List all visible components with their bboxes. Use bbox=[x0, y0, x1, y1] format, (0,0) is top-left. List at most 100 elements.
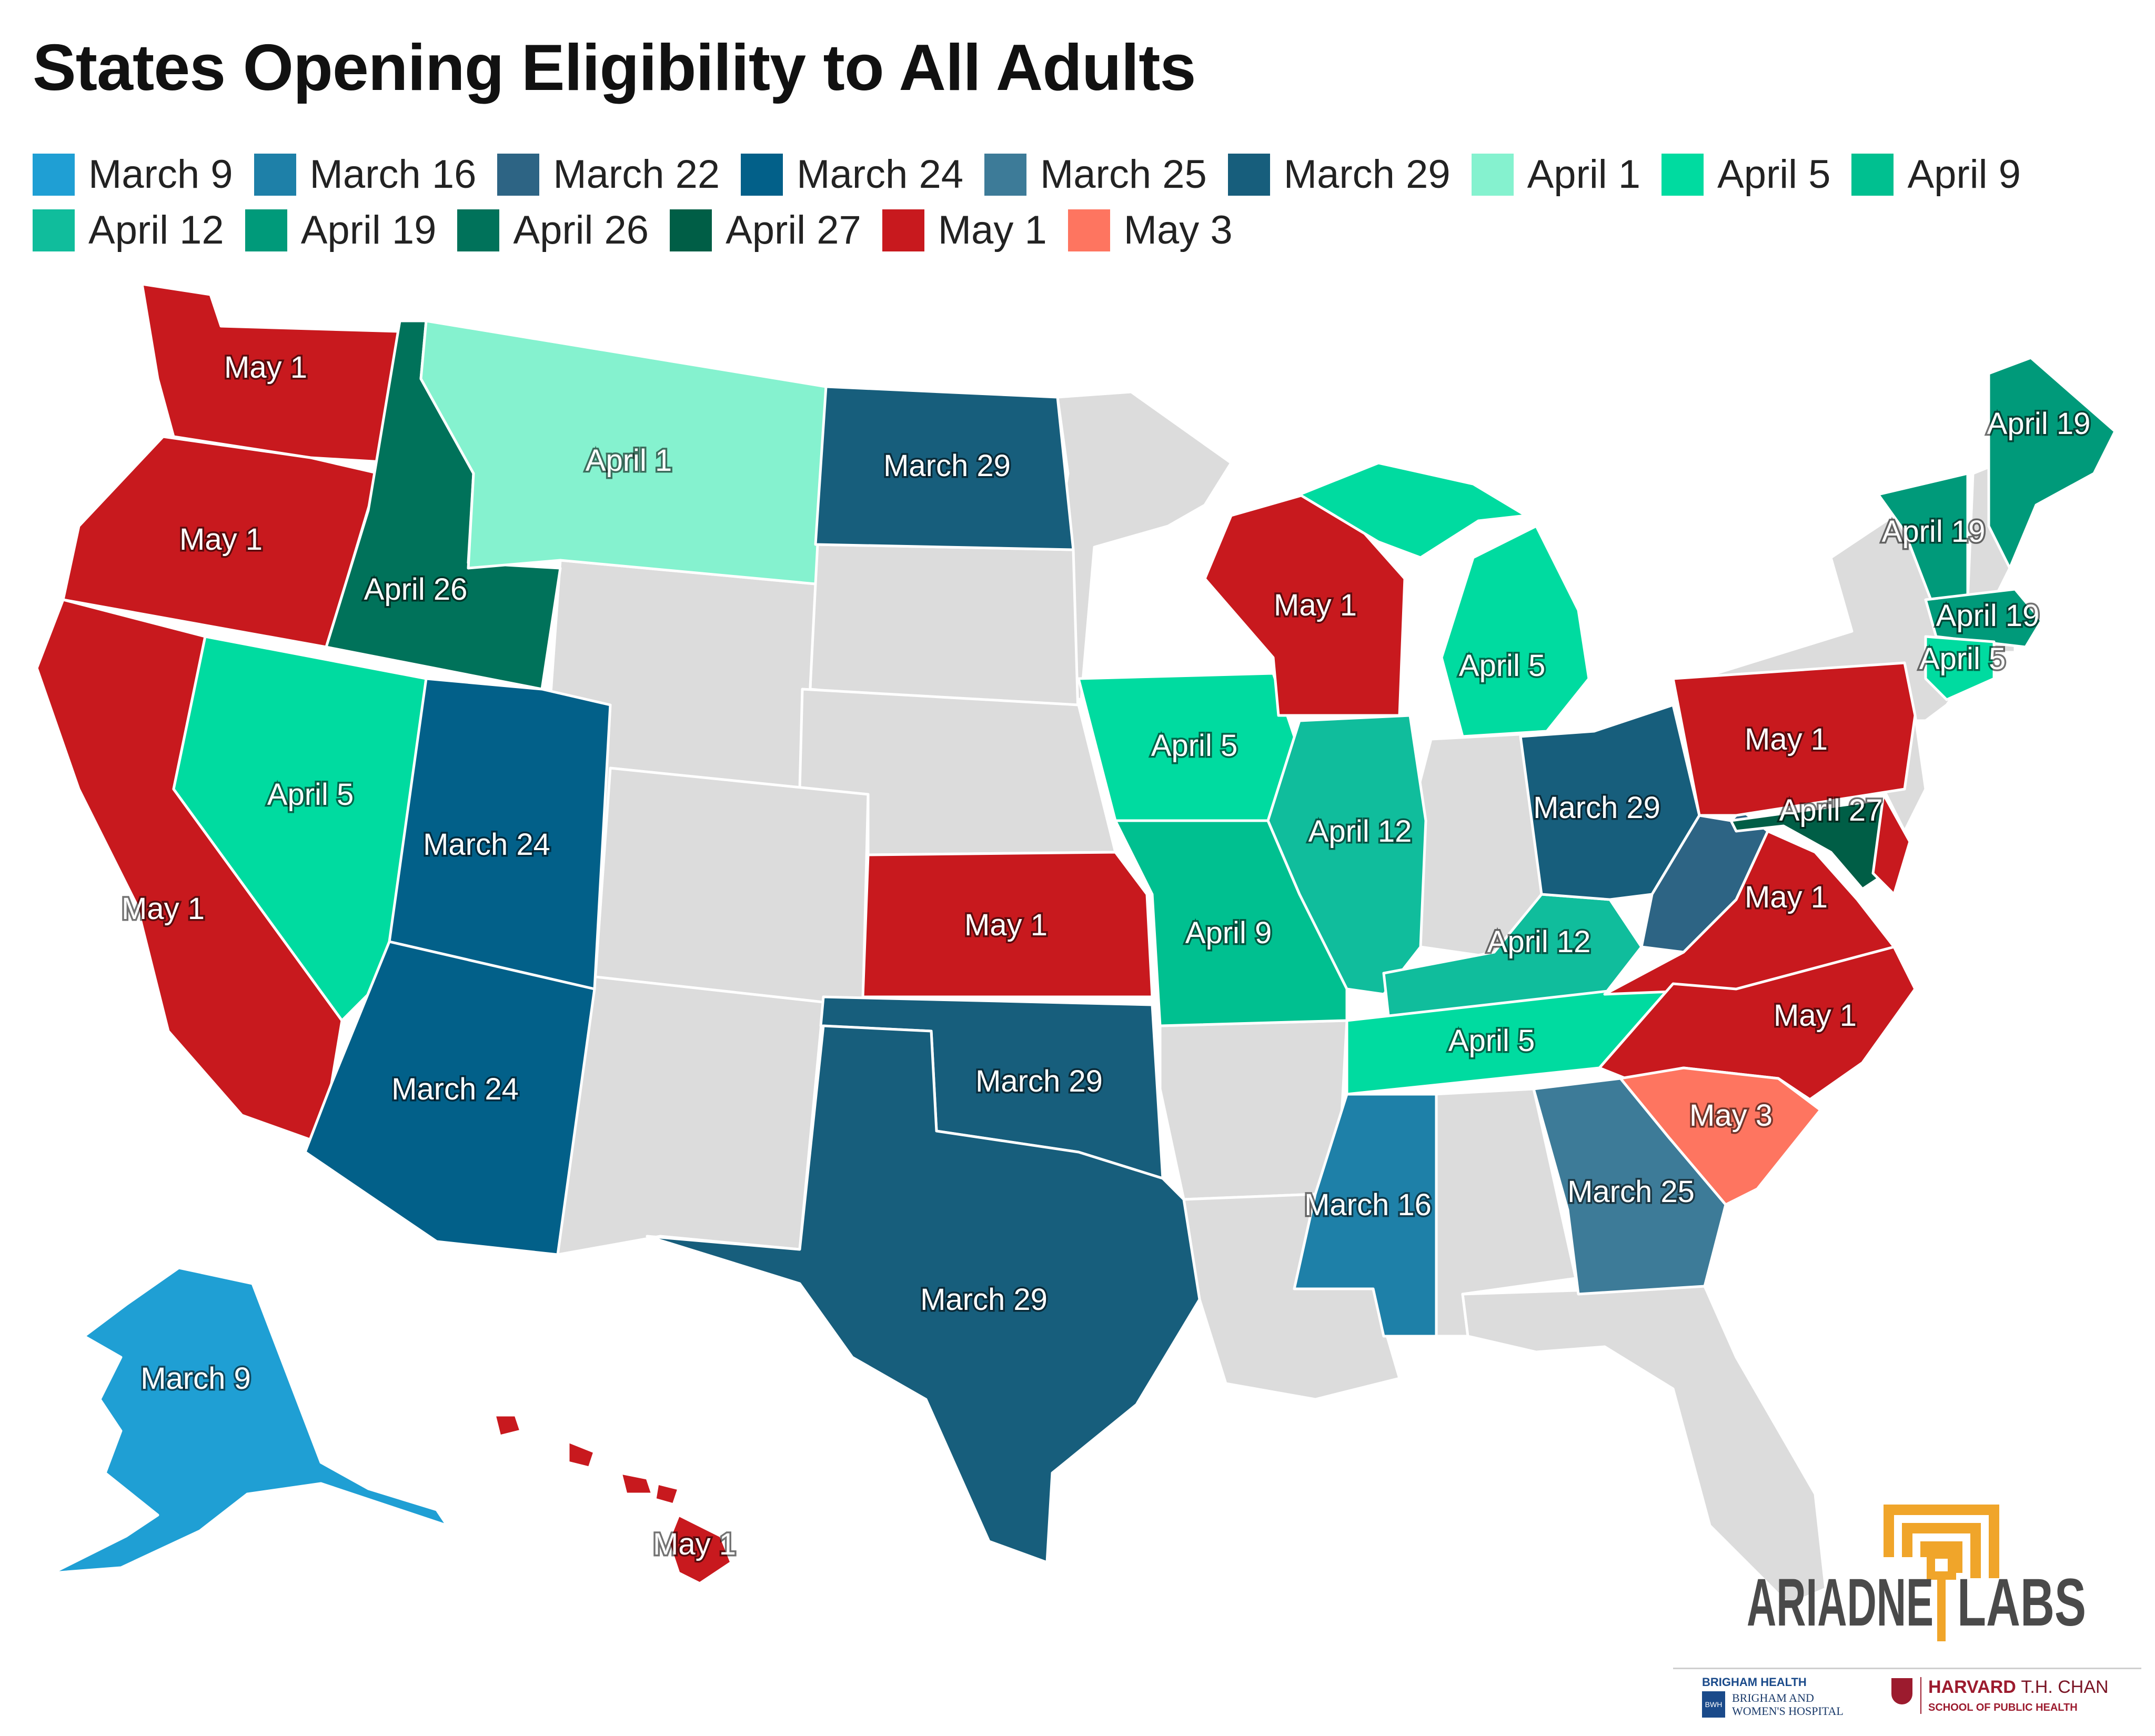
map-title: States Opening Eligibility to All Adults bbox=[33, 32, 1196, 104]
state-shape-il bbox=[1266, 714, 1427, 996]
footer-divider bbox=[1673, 1668, 2141, 1669]
state-label-oh: March 29 bbox=[1533, 791, 1660, 825]
legend-item: May 3 bbox=[1068, 207, 1233, 253]
state-shape-ks bbox=[861, 851, 1154, 998]
legend-swatch bbox=[1227, 153, 1270, 196]
legend-item: May 1 bbox=[882, 207, 1047, 253]
state-shape-me bbox=[1987, 356, 2117, 570]
state-shape-tx bbox=[646, 1024, 1201, 1564]
state-shape-fl bbox=[1461, 1285, 1827, 1606]
legend-item: April 5 bbox=[1661, 152, 1830, 197]
legend-item: March 25 bbox=[984, 152, 1207, 197]
harvard-name: HARVARD T.H. CHAN bbox=[1928, 1677, 2109, 1698]
state-label-wa: May 1 bbox=[224, 350, 307, 385]
state-label-mo: April 9 bbox=[1185, 916, 1272, 950]
legend-swatch bbox=[1471, 153, 1514, 196]
state-label-ct: April 5 bbox=[1919, 642, 2006, 676]
state-label-md: April 27 bbox=[1779, 793, 1883, 827]
harvard-shield-icon bbox=[1891, 1678, 1912, 1704]
state-shape-mn bbox=[1056, 390, 1233, 701]
state-shape-ma bbox=[1924, 588, 2043, 649]
state-shape-pa bbox=[1671, 661, 1917, 817]
state-label-pa: May 1 bbox=[1745, 722, 1828, 756]
state-shape-co bbox=[593, 766, 870, 1009]
legend-swatch bbox=[1068, 209, 1110, 251]
legend-label: April 27 bbox=[726, 208, 861, 253]
state-label-tx: March 29 bbox=[920, 1283, 1048, 1317]
legend-label: March 25 bbox=[1040, 152, 1207, 197]
legend-label: April 1 bbox=[1527, 152, 1641, 197]
legend-label: May 3 bbox=[1123, 208, 1233, 253]
legend-item: March 29 bbox=[1227, 152, 1451, 197]
legend-label: April 12 bbox=[88, 208, 224, 253]
state-label-nv: April 5 bbox=[267, 778, 354, 812]
legend-item: March 24 bbox=[741, 152, 963, 197]
legend-label: April 9 bbox=[1907, 152, 2021, 197]
state-label-sc: May 3 bbox=[1689, 1098, 1773, 1133]
state-label-me: April 19 bbox=[1987, 407, 2091, 441]
state-label-ms: March 16 bbox=[1304, 1188, 1432, 1222]
state-label-wi: May 1 bbox=[1274, 588, 1357, 622]
legend-item: March 9 bbox=[33, 152, 233, 197]
legend-swatch bbox=[1661, 153, 1704, 196]
state-shape-nm bbox=[556, 974, 825, 1256]
state-shape-mi bbox=[1440, 524, 1590, 738]
legend-swatch bbox=[457, 209, 500, 251]
legend-item: April 19 bbox=[245, 207, 437, 253]
state-shape-hi-2 bbox=[567, 1440, 596, 1469]
legend-swatch bbox=[497, 153, 540, 196]
ariadne-labs-logo: ARIADNE LABS bbox=[1747, 1505, 2086, 1641]
legend-swatch bbox=[984, 153, 1026, 196]
legend-swatch bbox=[254, 153, 296, 196]
state-shape-ga bbox=[1532, 1077, 1727, 1296]
legend-item: April 12 bbox=[33, 207, 224, 253]
state-shape-ct bbox=[1924, 635, 1996, 701]
legend-label: April 26 bbox=[513, 208, 649, 253]
harvard-divider bbox=[1920, 1677, 1921, 1714]
legend-item: April 26 bbox=[457, 207, 649, 253]
state-label-nc: May 1 bbox=[1774, 998, 1857, 1033]
state-label-va: May 1 bbox=[1745, 880, 1828, 914]
state-label-ks: May 1 bbox=[964, 908, 1048, 942]
legend-item: March 16 bbox=[254, 152, 477, 197]
state-shape-ms bbox=[1293, 1093, 1438, 1338]
state-label-or: May 1 bbox=[179, 522, 263, 557]
legend-swatch bbox=[33, 209, 75, 251]
legend-swatch bbox=[33, 153, 75, 196]
legend-label: April 5 bbox=[1717, 152, 1831, 197]
legend-label: April 19 bbox=[300, 208, 437, 253]
state-shape-ar bbox=[1159, 1019, 1348, 1201]
state-shape-hi-3 bbox=[619, 1471, 654, 1496]
legend-swatch bbox=[1851, 153, 1894, 196]
legend-swatch bbox=[882, 209, 924, 251]
state-shape-nd bbox=[814, 385, 1075, 551]
brigham-health-label: BRIGHAM HEALTH bbox=[1702, 1676, 1807, 1689]
legend-swatch bbox=[741, 153, 783, 196]
state-shape-mi-upper bbox=[1298, 461, 1527, 559]
harvard-rest: T.H. CHAN bbox=[2021, 1677, 2109, 1697]
bwh-shield-icon: BWH bbox=[1702, 1691, 1725, 1718]
state-label-ma: April 19 bbox=[1936, 599, 2040, 633]
legend-item: April 9 bbox=[1851, 152, 2021, 197]
state-label-hi: May 1 bbox=[653, 1527, 736, 1561]
legend-row-1: March 9 March 16 March 22 March 24 March… bbox=[33, 152, 2042, 197]
legend-item: March 22 bbox=[497, 152, 720, 197]
legend-label: March 9 bbox=[88, 152, 233, 197]
legend-row-2: April 12 April 19 April 26 April 27 May … bbox=[33, 207, 1254, 253]
state-label-mt: April 1 bbox=[586, 443, 672, 478]
state-label-ia: April 5 bbox=[1151, 729, 1237, 763]
state-label-vt: April 19 bbox=[1882, 514, 1986, 549]
state-shape-de bbox=[1871, 793, 1911, 896]
legend-label: May 1 bbox=[938, 208, 1047, 253]
state-shape-hi-1 bbox=[493, 1414, 522, 1438]
state-shape-ak bbox=[51, 1266, 449, 1574]
state-label-ca: May 1 bbox=[122, 892, 205, 926]
state-shape-hi bbox=[667, 1513, 733, 1585]
state-label-ok: March 29 bbox=[975, 1064, 1103, 1098]
state-label-nd: March 29 bbox=[883, 449, 1011, 483]
brigham-line1: BRIGHAM AND bbox=[1732, 1691, 1814, 1704]
legend-label: March 16 bbox=[309, 152, 477, 197]
state-label-ak: March 9 bbox=[140, 1361, 251, 1396]
state-label-id: April 26 bbox=[364, 572, 468, 607]
